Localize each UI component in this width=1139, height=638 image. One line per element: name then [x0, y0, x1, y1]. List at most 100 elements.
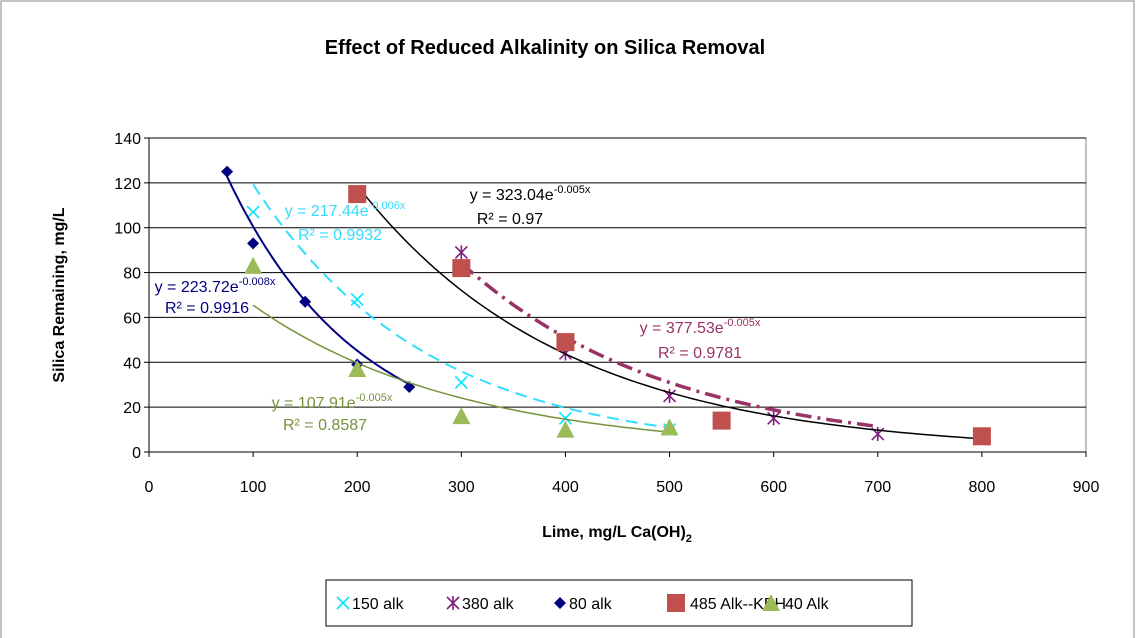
marker-x	[336, 596, 350, 610]
trendline	[226, 176, 410, 385]
marker-part	[446, 596, 460, 610]
trendline	[252, 304, 670, 433]
marker-square	[712, 411, 731, 430]
trendline-r2: R² = 0.9781	[658, 345, 742, 362]
marker-part	[762, 594, 780, 611]
trendline	[252, 183, 670, 429]
y-tick-label: 120	[114, 176, 141, 193]
marker-part	[667, 594, 685, 612]
marker-part	[336, 596, 350, 610]
trendline-equation: y = 223.72e-0.008x	[155, 276, 276, 296]
legend-label: 380 alk	[462, 596, 515, 613]
marker-diamond	[247, 237, 260, 250]
x-tick-label: 400	[552, 479, 579, 496]
marker-x	[246, 205, 260, 219]
equation-exponent: -0.005x	[724, 317, 761, 329]
trendline-equation: y = 377.53e-0.005x	[640, 317, 761, 337]
y-tick-label: 60	[123, 310, 141, 327]
marker-part	[454, 245, 468, 260]
marker-triangle	[556, 420, 575, 438]
plot-area	[148, 137, 1087, 453]
legend-box	[325, 579, 913, 627]
marker-asterisk	[767, 411, 781, 426]
trendline-equation: y = 217.44e-0.006x	[285, 200, 406, 220]
x-tick-label: 600	[760, 479, 787, 496]
equation-base: y = 323.04e	[470, 187, 554, 204]
marker-diamond	[554, 597, 566, 609]
marker-asterisk	[446, 596, 460, 610]
legend-label: 150 alk	[352, 596, 405, 613]
equation-exponent: -0.008x	[239, 276, 276, 288]
trendline	[356, 185, 982, 440]
x-axis-label: Lime, mg/L Ca(OH)2	[542, 524, 692, 545]
marker-triangle	[660, 418, 679, 436]
x-tick-label: 800	[969, 479, 996, 496]
marker-part	[712, 411, 731, 430]
trendline-r2: R² = 0.97	[477, 211, 543, 228]
trendline-r2: R² = 0.9932	[298, 227, 382, 244]
marker-triangle	[452, 407, 471, 425]
equation-exponent: -0.005x	[554, 184, 591, 196]
equation-base: y = 377.53e	[640, 320, 724, 337]
y-tick-label: 140	[114, 131, 141, 148]
marker-part	[247, 237, 260, 250]
marker-x	[454, 375, 468, 390]
marker-part	[244, 256, 263, 274]
x-tick-label: 500	[656, 479, 683, 496]
marker-square	[452, 259, 471, 278]
marker-diamond	[221, 165, 234, 178]
x-axis-label-main: Lime, mg/L Ca(OH)	[542, 524, 686, 541]
chart-title: Effect of Reduced Alkalinity on Silica R…	[325, 37, 765, 59]
x-tick-label: 300	[448, 479, 475, 496]
marker-part	[556, 333, 575, 352]
marker-triangle	[348, 360, 367, 378]
legend-label: 40 Alk	[785, 596, 830, 613]
marker-part	[348, 185, 367, 204]
marker-part	[554, 597, 566, 609]
x-tick-label: 100	[240, 479, 267, 496]
marker-square	[556, 333, 575, 352]
marker-x	[558, 411, 573, 425]
marker-square	[972, 427, 991, 446]
legend-label: 80 alk	[569, 596, 613, 613]
y-tick-label: 20	[123, 400, 141, 417]
x-tick-label: 0	[145, 479, 154, 496]
trendline-equation: y = 323.04e-0.005x	[470, 184, 591, 204]
marker-part	[972, 427, 991, 446]
trendline-equation: y = 107.91e-0.005x	[272, 392, 393, 412]
marker-part	[660, 418, 679, 436]
x-tick-label: 700	[864, 479, 891, 496]
marker-square	[667, 594, 685, 612]
marker-diamond	[299, 295, 312, 308]
marker-square	[348, 185, 367, 204]
legend-label: 485 Alk--KBH	[690, 596, 786, 613]
marker-part	[348, 360, 367, 378]
x-axis-label-sub: 2	[686, 533, 692, 545]
y-tick-label: 100	[114, 221, 141, 238]
marker-triangle	[244, 256, 263, 274]
marker-triangle	[762, 594, 780, 611]
equation-exponent: -0.006x	[369, 200, 406, 212]
marker-part	[454, 375, 468, 390]
x-tick-label: 200	[344, 479, 371, 496]
trendline-r2: R² = 0.8587	[283, 417, 367, 434]
marker-part	[299, 295, 312, 308]
trendline	[460, 261, 879, 429]
trendline-r2: R² = 0.9916	[165, 300, 249, 317]
marker-asterisk	[454, 245, 468, 260]
marker-part	[452, 259, 471, 278]
equation-base: y = 217.44e	[285, 203, 369, 220]
marker-part	[350, 292, 364, 307]
marker-part	[246, 205, 260, 219]
y-tick-label: 40	[123, 355, 141, 372]
equation-exponent: -0.005x	[356, 392, 393, 404]
y-axis-label: Silica Remaining, mg/L	[51, 207, 68, 382]
x-tick-label: 900	[1073, 479, 1100, 496]
marker-part	[221, 165, 234, 178]
marker-part	[558, 411, 573, 425]
y-tick-label: 80	[123, 266, 141, 283]
marker-part	[452, 407, 471, 425]
marker-x	[350, 292, 364, 307]
equation-base: y = 107.91e	[272, 395, 356, 412]
